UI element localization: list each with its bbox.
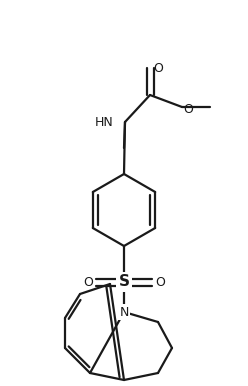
Text: O: O [183, 103, 193, 116]
Text: O: O [83, 276, 93, 288]
Text: HN: HN [94, 115, 113, 129]
Text: N: N [119, 305, 129, 318]
Text: O: O [153, 63, 163, 76]
Text: S: S [119, 274, 129, 290]
Text: O: O [155, 276, 165, 288]
